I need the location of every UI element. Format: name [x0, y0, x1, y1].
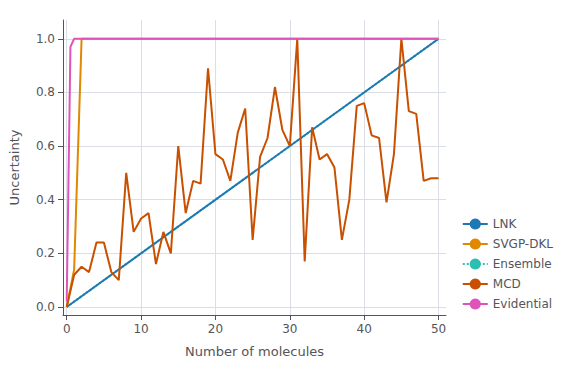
- svg-text:MCD: MCD: [493, 277, 521, 291]
- svg-text:0.4: 0.4: [36, 193, 55, 207]
- svg-text:Evidential: Evidential: [493, 297, 552, 311]
- svg-text:0.6: 0.6: [36, 139, 55, 153]
- svg-text:50: 50: [431, 322, 446, 336]
- svg-text:1.0: 1.0: [36, 32, 55, 46]
- svg-text:LNK: LNK: [493, 217, 518, 231]
- svg-text:0.2: 0.2: [36, 246, 55, 260]
- svg-text:Number of molecules: Number of molecules: [185, 344, 324, 359]
- svg-text:Uncertainty: Uncertainty: [7, 129, 22, 205]
- svg-text:30: 30: [282, 322, 297, 336]
- svg-text:0: 0: [63, 322, 71, 336]
- svg-text:0.8: 0.8: [36, 85, 55, 99]
- svg-text:40: 40: [357, 322, 372, 336]
- svg-text:10: 10: [133, 322, 148, 336]
- svg-text:20: 20: [208, 322, 223, 336]
- svg-text:Ensemble: Ensemble: [493, 257, 552, 271]
- svg-text:SVGP-DKL: SVGP-DKL: [493, 237, 554, 251]
- svg-text:0.0: 0.0: [36, 300, 55, 314]
